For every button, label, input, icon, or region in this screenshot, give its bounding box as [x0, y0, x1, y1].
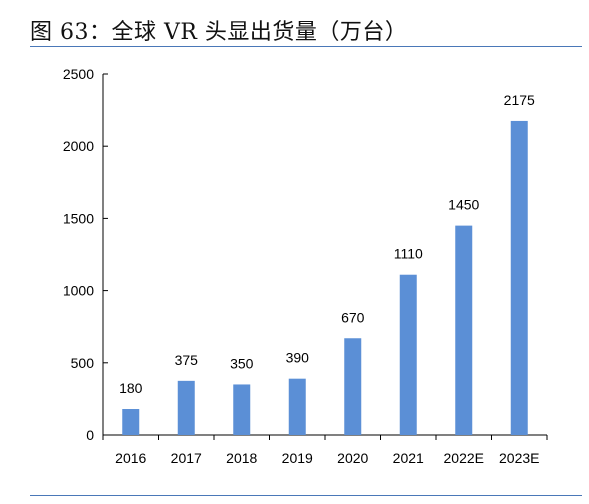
data-label: 375 [175, 352, 199, 368]
figure-title: 图 63：全球 VR 头显出货量（万台） [30, 20, 408, 45]
data-label: 1110 [394, 246, 423, 262]
data-label: 350 [230, 355, 254, 371]
bar-2020 [344, 338, 362, 435]
x-axis: 2016 2017 2018 2019 2020 2021 2022E 2023E [102, 434, 548, 466]
data-label: 2175 [504, 92, 535, 108]
bar-2017 [177, 380, 195, 435]
x-tick-label: 2017 [171, 450, 202, 466]
x-tick-label: 2018 [226, 450, 257, 466]
y-tick-label: 1000 [63, 283, 94, 299]
data-labels: 180 375 350 390 670 1110 1450 2175 [119, 92, 535, 396]
bar-2018 [233, 384, 251, 435]
y-tick-label: 0 [86, 427, 94, 443]
y-axis: 0 500 1000 1500 2000 2500 [63, 66, 108, 443]
x-tick-label: 2019 [282, 450, 313, 466]
data-label: 390 [286, 350, 310, 366]
x-tick-label: 2022E [444, 450, 484, 466]
figure-header: 图 63：全球 VR 头显出货量（万台） [0, 0, 589, 48]
data-label: 180 [119, 380, 143, 396]
y-tick-label: 2000 [63, 138, 94, 154]
bar-2022E [455, 225, 473, 435]
x-tick-label: 2020 [337, 450, 368, 466]
bar-series [122, 120, 528, 436]
footer-divider [30, 495, 582, 496]
data-label: 670 [341, 309, 365, 325]
y-tick-label: 500 [71, 355, 95, 371]
y-tick-label: 2500 [63, 66, 94, 82]
x-tick-label: 2021 [393, 450, 424, 466]
bar-2019 [288, 378, 306, 435]
y-tick-label: 1500 [63, 210, 94, 226]
data-label: 1450 [448, 197, 479, 213]
title-divider [30, 46, 582, 47]
x-tick-label: 2023E [499, 450, 539, 466]
x-tick-label: 2016 [115, 450, 146, 466]
bar-2023E [510, 120, 528, 436]
bar-2021 [399, 274, 417, 435]
bar-2016 [122, 409, 140, 435]
